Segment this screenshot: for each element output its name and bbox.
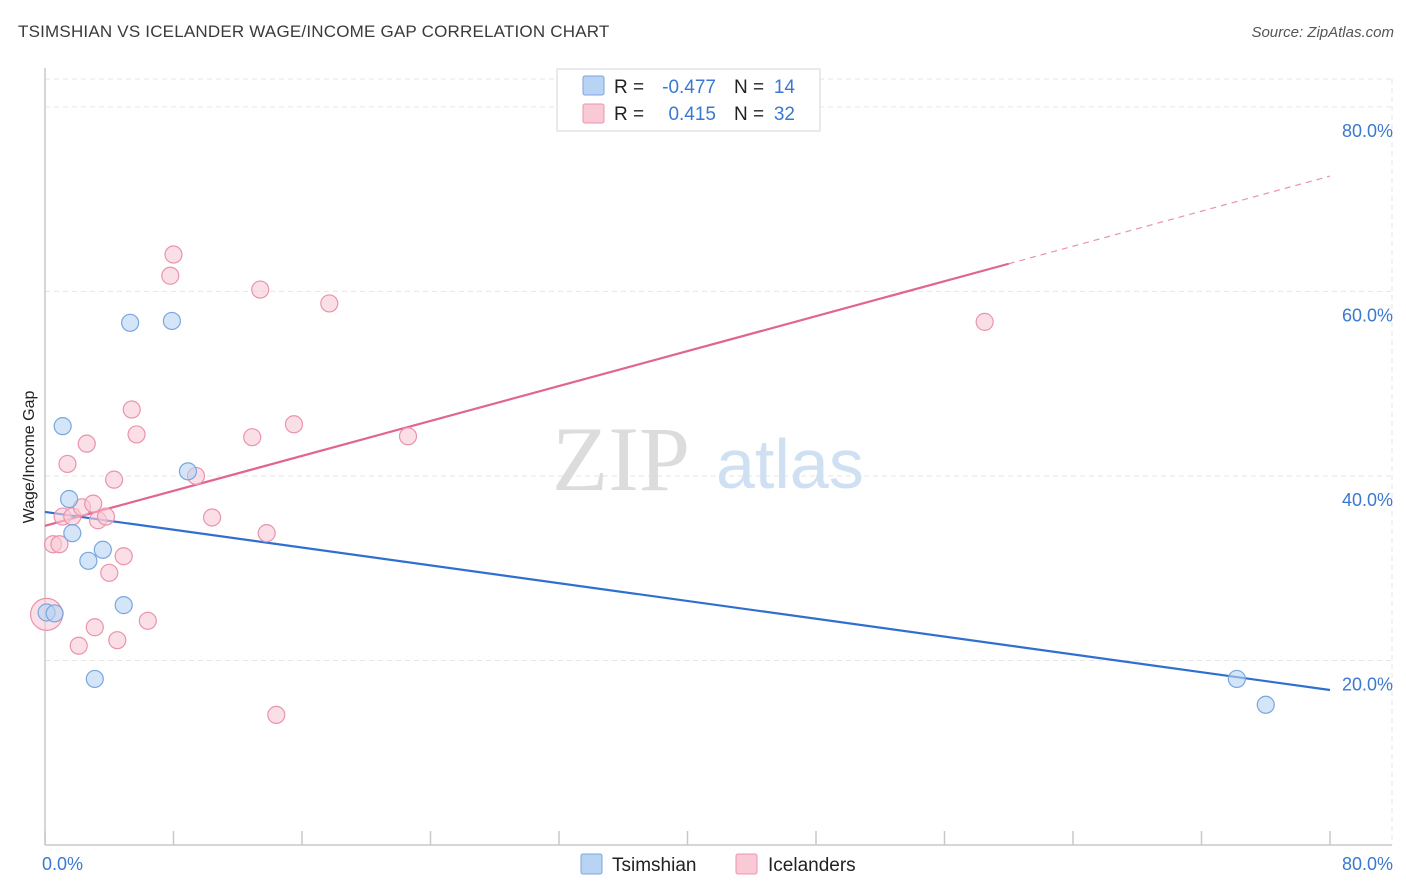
icelander-point [122,400,141,419]
tsimshian-point [79,551,98,570]
tsimshian-point [1227,669,1246,689]
tsimshian-point [59,489,79,509]
tsimshian-point [53,417,72,436]
y-tick-label: 60.0% [1342,305,1393,325]
legend-tsimshian-swatch [580,853,603,875]
icelander-point [161,266,180,285]
tsimshian-point [121,313,140,332]
tsimshian-point [45,604,64,623]
icelander-trend-line [44,262,1010,527]
tsimshian-point [63,524,82,543]
legend-tsimshian-label: Tsimshian [612,855,696,876]
icelander-point [202,508,222,527]
trend-lines [44,175,1331,692]
icelander-point [85,618,104,637]
tsimshian-n-value: 14 [774,77,796,98]
icelander-point [108,631,127,650]
icelander-point [257,524,276,543]
legend-icelanders-swatch [735,853,758,875]
icelander-point [320,294,339,313]
icelander-point [50,535,69,554]
source-credit: Source: ZipAtlas.com [1251,24,1394,41]
tsimshian-point [162,311,181,331]
axes [44,68,1392,846]
icelander-point [114,547,133,566]
icelander-point [84,494,103,513]
icelander-point [69,636,88,655]
tsimshian-n-label: N = [734,77,764,98]
icelander-point [251,280,270,299]
tsimshian-trend-line [44,510,1331,692]
icelander-point [267,705,286,725]
tsimshian-r-value: -0.477 [662,77,716,98]
gridlines [45,78,1393,845]
icelander-point [975,312,994,331]
icelander-swatch [582,103,605,124]
tsimshian-point [114,596,133,615]
chart-title: TSIMSHIAN VS ICELANDER WAGE/INCOME GAP C… [18,22,610,41]
legend-icelanders-label: Icelanders [768,855,856,876]
tsimshian-point [85,669,104,689]
y-tick-label: 80.0% [1342,121,1393,141]
tsimshian-point [178,462,198,481]
series-legend: Tsimshian Icelanders [580,853,856,876]
icelander-point [138,611,157,630]
icelander-point [96,507,116,526]
icelander-point [58,454,77,474]
stats-legend: R = -0.477 N = 14 R = 0.415 N = 32 [556,68,821,132]
x-tick-label: 80.0% [1342,854,1393,874]
icelander-point [164,245,183,264]
x-tick-label: 0.0% [42,854,83,874]
tsimshian-point [1256,695,1275,714]
tick-labels: 20.0% 40.0% 60.0% 80.0% 0.0% 80.0% [42,121,1393,874]
y-tick-label: 20.0% [1342,674,1393,694]
watermark-zip: ZIP [552,408,690,510]
watermark: ZIP atlas [552,408,864,510]
icelander-point [127,425,146,444]
data-points [30,245,1275,725]
icelander-point [243,428,262,447]
icelander-point [100,563,119,582]
icelander-point [77,434,96,453]
icelander-trend-extension [1008,175,1331,265]
tsimshian-point [93,540,112,559]
icelander-n-value: 32 [774,104,795,125]
tsimshian-r-label: R = [614,77,644,98]
icelander-r-value: 0.415 [668,104,716,125]
tsimshian-swatch [582,75,605,96]
icelander-point [104,470,124,489]
y-tick-label: 40.0% [1342,490,1393,510]
icelander-point [398,427,418,446]
watermark-atlas: atlas [716,425,864,503]
y-axis-title: Wage/Income Gap [21,391,38,524]
icelander-point [284,415,304,434]
icelander-n-label: N = [734,104,764,125]
icelander-r-label: R = [614,104,644,125]
